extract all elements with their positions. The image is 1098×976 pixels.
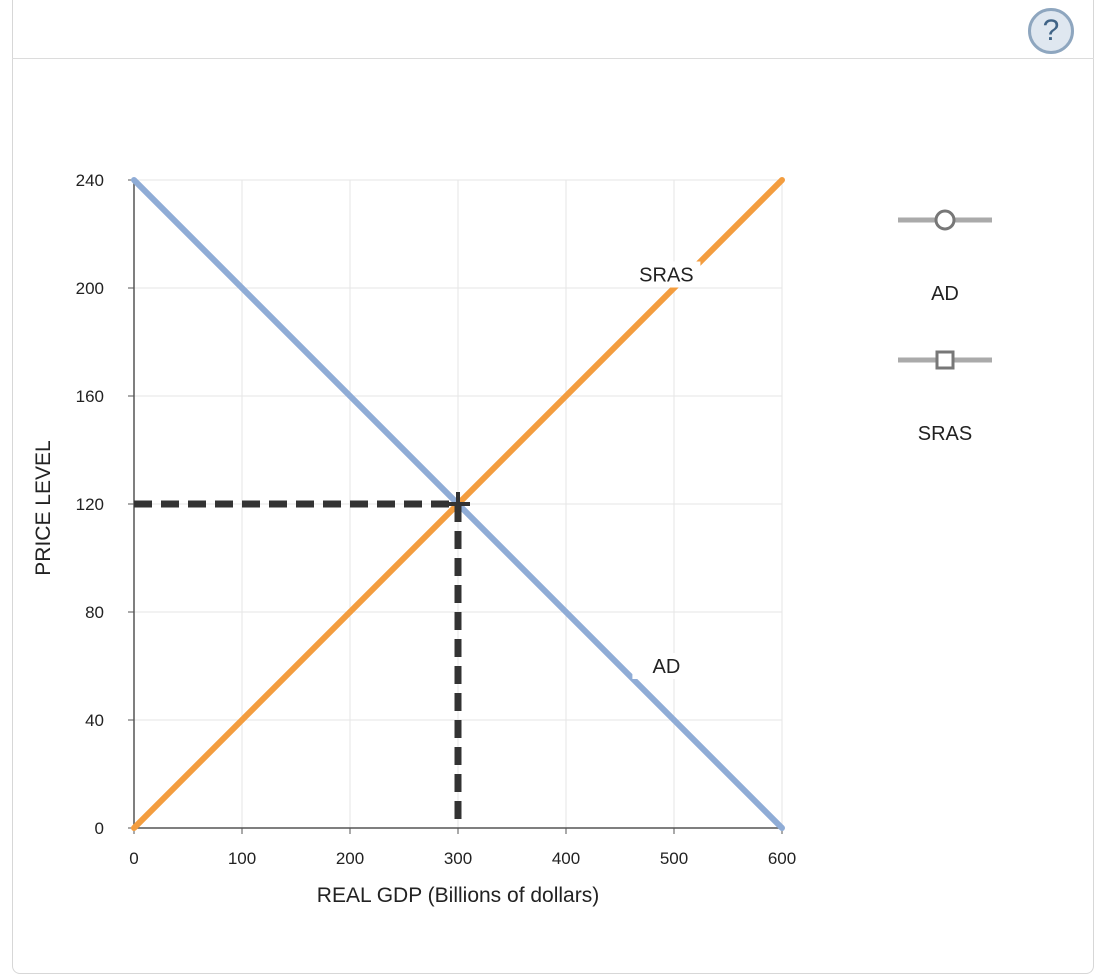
legend-sras-label: SRAS — [918, 423, 972, 445]
legend[interactable]: AD SRAS — [898, 209, 992, 445]
sras-curve-label: SRAS — [639, 265, 693, 287]
x-tick-label: 600 — [768, 849, 796, 868]
y-axis-title: PRICE LEVEL — [32, 440, 55, 575]
legend-ad-circle-icon[interactable] — [934, 209, 956, 231]
y-tick-label: 120 — [76, 495, 104, 514]
ad-curve-label: AD — [653, 656, 681, 678]
x-tick-label: 0 — [129, 849, 138, 868]
y-tick-label: 40 — [85, 711, 104, 730]
header-divider — [12, 58, 1094, 59]
sras-label-bg — [632, 261, 701, 288]
x-axis-title: REAL GDP (Billions of dollars) — [317, 884, 599, 907]
graph-panel — [12, 0, 1094, 974]
ad-label-bg — [632, 653, 701, 679]
x-tick-label: 100 — [228, 849, 256, 868]
equilibrium[interactable] — [134, 492, 470, 828]
x-tick-label: 500 — [660, 849, 688, 868]
curve-labels: AD SRAS — [632, 261, 701, 679]
legend-ad-label: AD — [931, 283, 959, 305]
tick-labels: 0 100 200 300 400 500 600 0 40 80 120 160 200 240 — [76, 171, 797, 868]
y-tick-label: 80 — [85, 603, 104, 622]
x-tick-label: 300 — [444, 849, 472, 868]
y-tick-label: 200 — [76, 279, 104, 298]
x-tick-label: 400 — [552, 849, 580, 868]
y-tick-label: 160 — [76, 387, 104, 406]
help-button[interactable]: ? — [1028, 8, 1074, 54]
legend-sras-square-icon[interactable] — [935, 350, 955, 370]
x-tick-label: 200 — [336, 849, 364, 868]
y-tick-label: 0 — [95, 819, 104, 838]
y-tick-label: 240 — [76, 171, 104, 190]
